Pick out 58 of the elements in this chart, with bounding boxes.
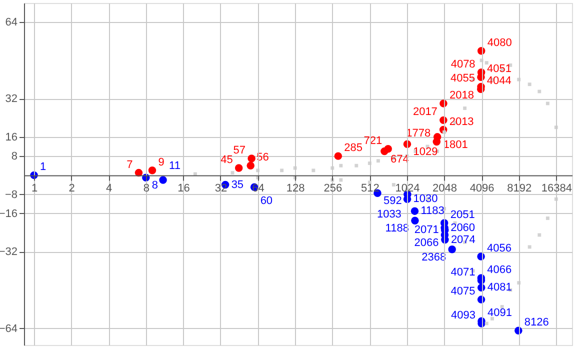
annotation: 4075 bbox=[450, 286, 476, 298]
annotation: 1033 bbox=[376, 208, 402, 220]
annotation: 2051 bbox=[450, 209, 475, 222]
x-tick-label: 4 bbox=[106, 182, 112, 195]
annotation: 35 bbox=[231, 178, 244, 191]
annotation: 4044 bbox=[486, 75, 512, 88]
annotation: 11 bbox=[169, 160, 180, 172]
annotation: 45 bbox=[220, 154, 233, 166]
x-tick-label: 1024 bbox=[395, 182, 420, 195]
x-tick-label: 4096 bbox=[470, 182, 494, 195]
annotation: 721 bbox=[364, 134, 382, 147]
x-tick-label: 16384 bbox=[541, 182, 572, 195]
annotation: 8126 bbox=[524, 316, 549, 329]
y-tick-label: 16 bbox=[5, 131, 18, 144]
annotation: 2071 bbox=[414, 224, 439, 236]
annotation: 1030 bbox=[413, 193, 438, 206]
annotation: 285 bbox=[344, 142, 363, 154]
annotation: 9 bbox=[158, 156, 164, 168]
y-tick-label: 32 bbox=[5, 93, 18, 106]
x-tick-label: 8 bbox=[143, 182, 150, 195]
annotation: 2018 bbox=[449, 89, 474, 102]
annotation: 4081 bbox=[487, 282, 512, 294]
x-tick-label: 8192 bbox=[507, 182, 532, 195]
annotation: 4055 bbox=[450, 72, 476, 85]
annotation: 4093 bbox=[451, 309, 476, 322]
y-tick-label: 8 bbox=[11, 150, 18, 163]
annotation: 2074 bbox=[450, 234, 476, 246]
annotation: 2017 bbox=[412, 106, 438, 118]
annotation: 4066 bbox=[487, 264, 512, 276]
y-tick-label: 64 bbox=[5, 16, 18, 29]
x-tick-label: 2 bbox=[68, 182, 75, 195]
annotation: 1801 bbox=[443, 138, 468, 151]
annotation: 57 bbox=[233, 144, 246, 156]
x-tick-label: 1 bbox=[31, 182, 38, 195]
y-tick-label: −8 bbox=[4, 188, 18, 201]
x-tick-label: 512 bbox=[360, 182, 380, 195]
annotation: 4078 bbox=[450, 58, 476, 70]
annotation: 592 bbox=[383, 195, 402, 208]
annotation: 2013 bbox=[449, 116, 474, 128]
annotation: 2060 bbox=[450, 222, 476, 234]
annotation: 1 bbox=[40, 161, 46, 174]
x-tick-label: 16 bbox=[178, 182, 190, 195]
annotation: 4056 bbox=[487, 242, 512, 255]
annotation: 4071 bbox=[450, 266, 476, 278]
annotation: 1183 bbox=[420, 205, 444, 218]
annotation: 1778 bbox=[406, 128, 431, 140]
annotation: 60 bbox=[260, 195, 273, 208]
x-tick-label: 128 bbox=[286, 182, 305, 195]
x-tick-label: 256 bbox=[324, 182, 342, 195]
annotation: 7 bbox=[126, 158, 133, 171]
annotation: 4080 bbox=[487, 36, 512, 49]
x-tick-label: 64 bbox=[252, 182, 264, 195]
x-tick-label: 32 bbox=[214, 182, 228, 195]
annotation: 2066 bbox=[414, 236, 439, 249]
x-tick-label: 2048 bbox=[432, 182, 457, 195]
annotation: 4091 bbox=[487, 307, 512, 320]
annotation: 4051 bbox=[486, 63, 512, 76]
annotation: 1029 bbox=[413, 146, 438, 158]
